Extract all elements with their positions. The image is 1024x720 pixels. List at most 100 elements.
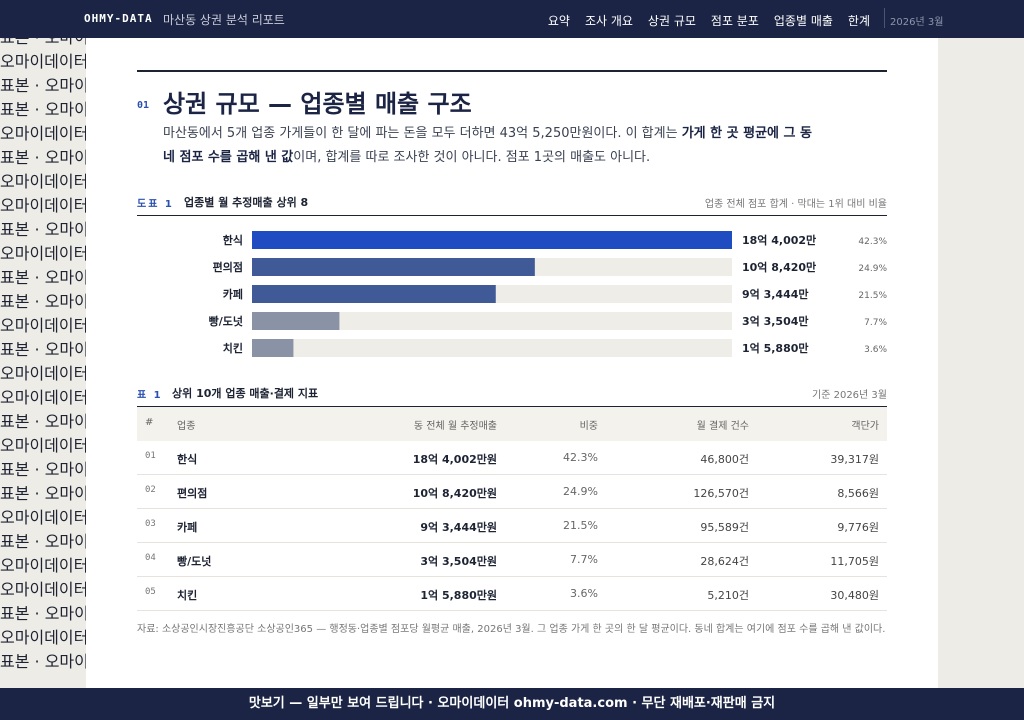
table-cell: 5,210건 bbox=[707, 589, 749, 602]
row-divider bbox=[137, 576, 887, 577]
bar-track bbox=[252, 312, 732, 330]
footer-banner: 맛보기 — 일부만 보여 드립니다 · 오마이데이터 ohmy-data.com… bbox=[0, 688, 1024, 720]
table-cell: 3억 3,504만원 bbox=[420, 555, 497, 568]
row-divider bbox=[137, 474, 887, 475]
share-label: 21.5% bbox=[858, 291, 887, 301]
value-label: 18억 4,002만 bbox=[742, 233, 816, 247]
report-subtitle: 마산동 상권 분석 리포트 bbox=[163, 13, 285, 27]
category-label: 카페 bbox=[223, 287, 243, 301]
table-cell: 빵/도넛 bbox=[177, 555, 212, 568]
source-note: 자료: 소상공인시장진흥공단 소상공인365 — 행정동·업종별 점포당 월평균… bbox=[137, 624, 886, 635]
bar bbox=[252, 231, 732, 249]
share-label: 24.9% bbox=[858, 264, 887, 274]
row-divider bbox=[137, 542, 887, 543]
table-cell: 18억 4,002만원 bbox=[412, 453, 497, 466]
nav-link[interactable]: 요약 bbox=[547, 14, 570, 28]
value-label: 10억 8,420만 bbox=[742, 260, 816, 274]
table-cell: 01 bbox=[145, 451, 156, 461]
figure-title: 업종별 월 추정매출 상위 8 bbox=[184, 196, 309, 209]
category-label: 빵/도넛 bbox=[209, 314, 243, 328]
table-cell: 한식 bbox=[177, 453, 198, 466]
watermark: 오마이데이터 bbox=[0, 316, 89, 335]
column-header: # bbox=[145, 417, 154, 428]
row-divider bbox=[137, 508, 887, 509]
watermark: 오마이데이터 bbox=[0, 388, 89, 407]
column-header: 동 전체 월 추정매출 bbox=[413, 421, 497, 432]
bar bbox=[252, 339, 294, 357]
table-cell: 24.9% bbox=[563, 485, 598, 498]
bar-track bbox=[252, 339, 732, 357]
lead-paragraph: 마산동에서 5개 업종 가게들이 한 달에 파는 돈을 모두 더하면 43억 5… bbox=[163, 122, 813, 170]
figure-label: 도표 1 bbox=[137, 199, 174, 210]
table-cell: 05 bbox=[145, 587, 156, 597]
table-cell: 39,317원 bbox=[830, 453, 879, 466]
share-label: 3.6% bbox=[864, 345, 887, 355]
top-nav: OHMY-DATA 마산동 상권 분석 리포트 한계 업종별 매출 점포 분포 상권 … bbox=[0, 0, 1024, 38]
value-label: 3억 3,504만 bbox=[742, 314, 809, 328]
report-panel bbox=[86, 38, 938, 688]
table-note: 기준 2026년 3월 bbox=[812, 390, 887, 401]
figure-note: 업종 전체 점포 합계 · 막대는 1위 대비 비율 bbox=[704, 199, 887, 210]
table-cell: 7.7% bbox=[570, 553, 598, 566]
table-cell: 28,624건 bbox=[700, 555, 749, 568]
table-title: 상위 10개 업종 매출·결제 지표 bbox=[172, 387, 319, 400]
watermark: 오마이데이터 bbox=[0, 124, 89, 143]
lead-text: 마산동에서 5개 업종 가게들이 한 달에 파는 돈을 모두 더하면 43억 5… bbox=[163, 126, 682, 141]
table-cell: 카페 bbox=[177, 521, 198, 534]
watermark: 오마이데이터 bbox=[0, 172, 89, 191]
watermark: 오마이데이터 bbox=[0, 364, 89, 383]
share-label: 7.7% bbox=[864, 318, 887, 328]
nav-link[interactable]: 조사 개요 bbox=[584, 14, 633, 28]
lead-text: 이며, 합계를 따로 조사한 것이 아니다. 점포 1곳의 매출도 아니다. bbox=[293, 150, 651, 165]
nav-link[interactable]: 한계 bbox=[847, 14, 870, 28]
table-cell: 8,566원 bbox=[837, 487, 879, 500]
table-cell: 11,705원 bbox=[830, 555, 879, 568]
nav-link[interactable]: 업종별 매출 bbox=[773, 14, 833, 28]
value-label: 1억 5,880만 bbox=[742, 341, 809, 355]
table-cell: 10억 8,420만원 bbox=[412, 487, 497, 500]
watermark: 오마이데이터 bbox=[0, 436, 89, 455]
bar bbox=[252, 285, 496, 303]
watermark: 오마이데이터 bbox=[0, 52, 89, 71]
bar-chart: 한식 18억 4,002만 42.3% 편의점 10억 8,420만 24.9% 카페 9억 … bbox=[209, 231, 887, 357]
table-cell: 1억 5,880만원 bbox=[420, 589, 497, 602]
bar bbox=[252, 258, 535, 276]
table-cell: 46,800건 bbox=[700, 453, 749, 466]
row-divider bbox=[137, 610, 887, 611]
table-cell: 3.6% bbox=[570, 587, 598, 600]
column-header: 객단가 bbox=[851, 421, 879, 432]
table-cell: 42.3% bbox=[563, 451, 598, 464]
table-cell: 30,480원 bbox=[830, 589, 879, 602]
watermark: 오마이데이터 bbox=[0, 508, 89, 527]
watermark: 오마이데이터 bbox=[0, 580, 89, 599]
nav-link[interactable]: 상권 규모 bbox=[647, 14, 696, 28]
watermark: 오마이데이터 bbox=[0, 196, 89, 215]
table-cell: 9,776원 bbox=[837, 521, 879, 534]
column-header: 월 결제 건수 bbox=[696, 421, 749, 432]
nav-date: 2026년 3월 bbox=[890, 17, 944, 28]
nav-link[interactable]: 점포 분포 bbox=[710, 14, 759, 28]
watermark: 오마이데이터 bbox=[0, 628, 89, 647]
table-cell: 02 bbox=[145, 485, 156, 495]
table-cell: 04 bbox=[145, 553, 156, 563]
lead-emphasis: 가게 한 곳 평균에 그 동네 점포 수를 곱해 낸 값 bbox=[163, 126, 812, 165]
category-label: 한식 bbox=[223, 233, 243, 247]
table-label: 표 1 bbox=[137, 390, 163, 401]
table-cell: 21.5% bbox=[563, 519, 598, 532]
category-label: 편의점 bbox=[213, 260, 243, 274]
table-cell: 9억 3,444만원 bbox=[420, 521, 497, 534]
column-header: 비중 bbox=[579, 421, 598, 432]
section-number: 01 bbox=[137, 100, 150, 111]
watermark: 오마이데이터 bbox=[0, 556, 89, 575]
section-title: 상권 규모 — 업종별 매출 구조 bbox=[163, 90, 472, 118]
table-cell: 126,570건 bbox=[693, 487, 749, 500]
watermark: 오마이데이터 bbox=[0, 244, 89, 263]
table-cell: 95,589건 bbox=[700, 521, 749, 534]
bar bbox=[252, 312, 340, 330]
table-cell: 치킨 bbox=[177, 589, 198, 602]
table-cell: 편의점 bbox=[177, 487, 208, 500]
brand[interactable]: OHMY-DATA bbox=[84, 12, 153, 25]
share-label: 42.3% bbox=[858, 237, 887, 247]
table-cell: 03 bbox=[145, 519, 156, 529]
